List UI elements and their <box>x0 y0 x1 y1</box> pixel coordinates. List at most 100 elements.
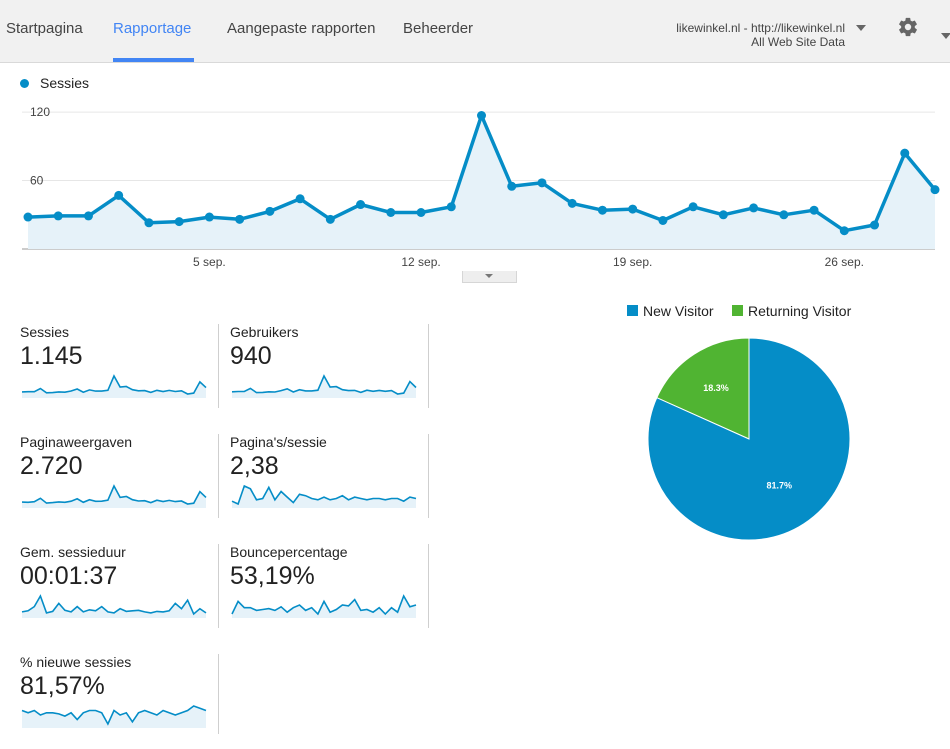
data-point[interactable] <box>386 207 396 217</box>
pie-slice-new-visitor[interactable] <box>647 337 851 541</box>
data-point[interactable] <box>23 212 33 222</box>
metric-value: 1.145 <box>20 342 83 370</box>
legend-label-returning-visitor[interactable]: Returning Visitor <box>748 303 852 319</box>
data-point[interactable] <box>235 214 245 224</box>
pie-slice-returning-visitor[interactable] <box>656 337 750 440</box>
data-point[interactable] <box>537 178 547 188</box>
data-point[interactable] <box>53 211 63 221</box>
metric-sparkline <box>21 705 207 728</box>
data-point[interactable] <box>325 214 335 224</box>
data-point[interactable] <box>204 212 214 222</box>
sparkline-area <box>22 486 206 508</box>
tile-divider <box>428 544 429 628</box>
metric-tile[interactable]: Paginaweergaven 2.720 <box>20 434 220 518</box>
data-point[interactable] <box>144 218 154 228</box>
chevron-down-icon[interactable] <box>856 25 866 31</box>
data-point[interactable] <box>114 190 124 200</box>
tab-startpagina[interactable]: Startpagina <box>6 20 83 37</box>
metric-value: 81,57% <box>20 672 105 700</box>
data-point[interactable] <box>688 202 698 212</box>
sparkline-line <box>231 374 417 395</box>
data-point[interactable] <box>718 210 728 220</box>
metric-label: Gem. sessieduur <box>20 544 126 560</box>
legend-label-new-visitor[interactable]: New Visitor <box>643 303 714 319</box>
pie-label-new-visitor: 81.7% <box>766 481 792 491</box>
sparkline-line <box>231 484 417 506</box>
data-point[interactable] <box>295 194 305 204</box>
tile-divider <box>218 324 219 408</box>
metric-label: Bouncepercentage <box>230 544 348 560</box>
sparkline-area <box>232 486 416 508</box>
x-tick-label: 19 sep. <box>613 255 652 269</box>
sparkline-line <box>21 374 207 395</box>
data-point[interactable] <box>83 211 93 221</box>
gear-icon[interactable] <box>897 16 919 38</box>
tile-divider <box>218 434 219 518</box>
collapse-chart-button[interactable] <box>462 271 517 283</box>
data-point[interactable] <box>356 200 366 210</box>
tile-divider <box>428 434 429 518</box>
account-selector[interactable]: likewinkel.nl - http://likewinkel.nl All… <box>676 21 845 49</box>
sparkline-area <box>22 706 206 728</box>
metric-value: 2.720 <box>20 452 83 480</box>
legend-swatch-returning-visitor <box>732 305 743 316</box>
metric-value: 53,19% <box>230 562 315 590</box>
data-point[interactable] <box>507 181 517 191</box>
metric-value: 2,38 <box>230 452 279 480</box>
data-point[interactable] <box>779 210 789 220</box>
y-tick-label: 120 <box>30 105 50 119</box>
data-point[interactable] <box>749 203 759 213</box>
sessions-chart: 120 60 5 sep. 12 sep. 19 sep. 26 sep. <box>22 105 940 269</box>
data-point[interactable] <box>597 205 607 215</box>
metric-sparkline <box>21 374 207 398</box>
pie-label-returning-visitor: 18.3% <box>703 383 729 393</box>
tile-divider <box>218 654 219 734</box>
data-point[interactable] <box>416 207 426 217</box>
chevron-down-icon[interactable] <box>941 33 950 39</box>
y-tick-label: 60 <box>30 174 44 188</box>
metric-label: Paginaweergaven <box>20 434 133 450</box>
x-tick-label: 26 sep. <box>825 255 864 269</box>
tile-divider <box>218 544 219 628</box>
data-point[interactable] <box>628 204 638 214</box>
data-point[interactable] <box>809 205 819 215</box>
data-point[interactable] <box>839 226 849 236</box>
metric-tile[interactable]: Gebruikers 940 <box>230 324 430 408</box>
data-point[interactable] <box>477 111 486 121</box>
metric-label: Gebruikers <box>230 324 299 340</box>
legend-swatch-new-visitor <box>627 305 638 316</box>
data-point[interactable] <box>658 215 668 225</box>
data-point[interactable] <box>930 185 940 195</box>
tile-divider <box>428 324 429 408</box>
sparkline-area <box>22 596 206 618</box>
data-point[interactable] <box>174 217 184 227</box>
top-nav-bar: Startpagina Rapportage Aangepaste rappor… <box>0 0 950 63</box>
metric-tile[interactable]: Sessies 1.145 <box>20 324 220 408</box>
data-point[interactable] <box>446 202 456 212</box>
sparkline-area <box>232 376 416 398</box>
metric-sparkline <box>231 594 417 618</box>
tab-aangepaste-rapporten[interactable]: Aangepaste rapporten <box>227 20 376 37</box>
metric-label: Sessies <box>20 324 70 340</box>
sparkline-line <box>21 484 207 505</box>
data-point[interactable] <box>567 198 577 208</box>
metric-tile[interactable]: Pagina's/sessie 2,38 <box>230 434 430 518</box>
active-tab-indicator <box>113 58 194 62</box>
sparkline-line <box>231 594 417 616</box>
data-point[interactable] <box>265 206 275 216</box>
data-point[interactable] <box>900 148 910 158</box>
metric-sparkline <box>21 484 207 508</box>
metric-sparkline <box>21 594 207 618</box>
tab-rapportage[interactable]: Rapportage <box>113 20 192 37</box>
sparkline-area <box>22 376 206 398</box>
metric-label: % nieuwe sessies <box>20 654 132 670</box>
legend-dot-sessies <box>20 79 29 88</box>
visitor-type-pie-chart: 18.3% 81.7% <box>647 337 851 541</box>
metric-sparkline <box>231 374 417 398</box>
metric-tile[interactable]: % nieuwe sessies 81,57% <box>20 654 220 738</box>
metric-tile[interactable]: Gem. sessieduur 00:01:37 <box>20 544 220 628</box>
sparkline-line <box>21 705 207 726</box>
metric-tile[interactable]: Bouncepercentage 53,19% <box>230 544 430 628</box>
tab-beheerder[interactable]: Beheerder <box>403 20 474 37</box>
data-point[interactable] <box>870 220 880 230</box>
